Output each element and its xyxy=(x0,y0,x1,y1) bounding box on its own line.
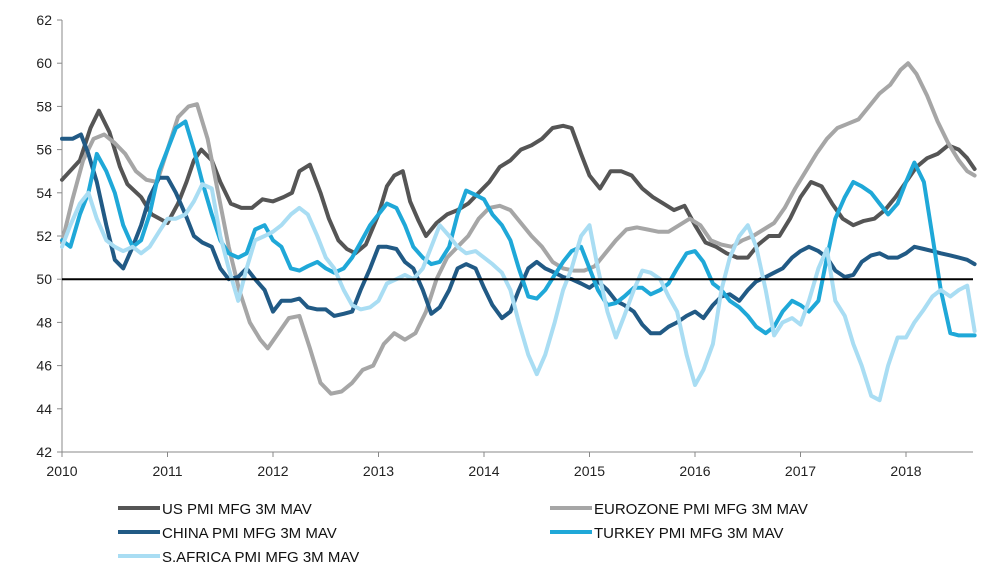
y-tick-label: 56 xyxy=(36,142,52,158)
x-tick-label: 2012 xyxy=(257,463,288,479)
y-tick-label: 46 xyxy=(36,358,52,374)
series-line-3 xyxy=(60,119,977,338)
y-tick-label: 52 xyxy=(36,228,52,244)
x-tick-label: 2018 xyxy=(890,463,921,479)
legend-label-4: S.AFRICA PMI MFG 3M MAV xyxy=(162,549,359,566)
x-tick-label: 2015 xyxy=(574,463,605,479)
chart-legend: US PMI MFG 3M MAV EUROZONE PMI MFG 3M MAV… xyxy=(118,501,808,566)
y-tick-label: 60 xyxy=(36,55,52,71)
legend-label-1: EUROZONE PMI MFG 3M MAV xyxy=(594,501,808,518)
legend-label-3: TURKEY PMI MFG 3M MAV xyxy=(594,525,783,542)
x-tick-label: 2016 xyxy=(679,463,710,479)
x-tick-label: 2013 xyxy=(363,463,394,479)
series-line-0 xyxy=(60,108,977,260)
legend-label-2: CHINA PMI MFG 3M MAV xyxy=(162,525,337,542)
y-tick-label: 42 xyxy=(36,444,52,460)
x-tick-label: 2014 xyxy=(468,463,499,479)
x-tick-label: 2017 xyxy=(785,463,816,479)
y-tick-label: 48 xyxy=(36,314,52,330)
series-line-1 xyxy=(60,61,977,396)
y-tick-label: 50 xyxy=(36,271,52,287)
series-line-4 xyxy=(60,182,977,403)
y-tick-label: 62 xyxy=(36,12,52,28)
legend-label-0: US PMI MFG 3M MAV xyxy=(162,501,312,518)
y-tick-label: 54 xyxy=(36,185,52,201)
y-tick-label: 44 xyxy=(36,401,52,417)
x-tick-label: 2011 xyxy=(152,463,182,479)
chart-series-lines xyxy=(60,61,977,403)
x-tick-label: 2010 xyxy=(46,463,77,479)
chart-axes: 42 44 46 48 50 52 54 56 58 60 62 2010 2011 2012 2013 20… xyxy=(36,12,973,479)
y-tick-label: 58 xyxy=(36,98,52,114)
